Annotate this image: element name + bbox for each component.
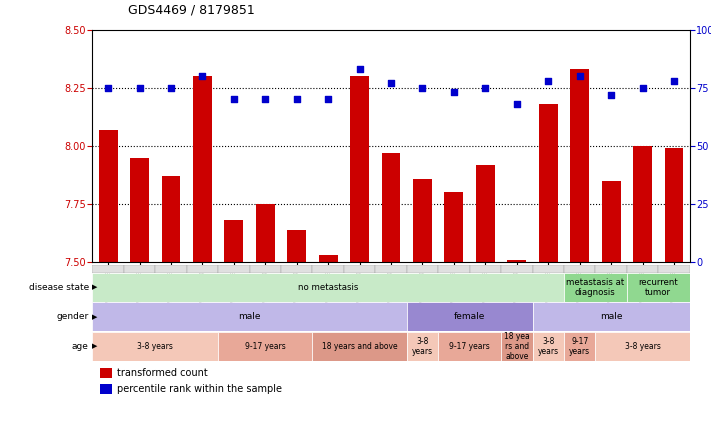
Bar [344, 265, 375, 273]
Text: 9-17 years: 9-17 years [449, 342, 490, 351]
Bar [476, 165, 495, 262]
Bar [595, 265, 627, 273]
Bar [533, 265, 564, 273]
Bar [665, 148, 683, 262]
Bar [501, 332, 533, 361]
Bar [382, 153, 400, 262]
Text: 9-17
years: 9-17 years [569, 337, 590, 356]
Text: 18 yea
rs and
above: 18 yea rs and above [504, 332, 530, 361]
Bar [570, 69, 589, 262]
Bar [533, 302, 690, 331]
Bar [312, 265, 344, 273]
Text: age: age [72, 342, 89, 351]
Text: 18 years and above: 18 years and above [322, 342, 397, 351]
Point [291, 96, 302, 103]
Bar [444, 192, 464, 262]
Bar [155, 265, 187, 273]
Bar [508, 260, 526, 262]
Bar [627, 265, 658, 273]
Bar [501, 265, 533, 273]
Bar [193, 76, 212, 262]
Bar [564, 332, 595, 361]
Text: 3-8
years: 3-8 years [412, 337, 433, 356]
Bar [218, 265, 250, 273]
Point [260, 96, 271, 103]
Point [134, 85, 145, 91]
Bar [375, 265, 407, 273]
Point [574, 73, 585, 80]
Bar [407, 332, 438, 361]
Text: percentile rank within the sample: percentile rank within the sample [117, 384, 282, 394]
Bar [124, 265, 155, 273]
Bar [319, 255, 338, 262]
Bar [92, 332, 218, 361]
Bar [281, 265, 312, 273]
Bar [250, 265, 281, 273]
Point [417, 85, 428, 91]
Text: male: male [600, 312, 622, 321]
Point [166, 85, 177, 91]
Bar [407, 265, 438, 273]
Bar [92, 302, 407, 331]
Text: ▶: ▶ [92, 343, 97, 349]
Text: 3-8 years: 3-8 years [624, 342, 661, 351]
Text: recurrent
tumor: recurrent tumor [638, 277, 678, 297]
Bar [161, 176, 181, 262]
Point [668, 77, 680, 84]
Bar [287, 230, 306, 262]
Bar [627, 273, 690, 302]
Point [323, 96, 334, 103]
Bar [633, 146, 652, 262]
Bar [351, 76, 369, 262]
Point [385, 80, 397, 86]
Bar [470, 265, 501, 273]
Text: ▶: ▶ [92, 314, 97, 320]
Bar [533, 332, 564, 361]
Bar [413, 179, 432, 262]
Point [228, 96, 240, 103]
Bar [438, 265, 470, 273]
Text: male: male [238, 312, 261, 321]
Text: 3-8 years: 3-8 years [137, 342, 173, 351]
Bar [100, 368, 112, 378]
Text: ▶: ▶ [92, 284, 97, 290]
Point [197, 73, 208, 80]
Point [605, 91, 616, 98]
Bar [602, 181, 621, 262]
Text: 9-17 years: 9-17 years [245, 342, 286, 351]
Bar [100, 384, 112, 394]
Bar [658, 265, 690, 273]
Text: 3-8
years: 3-8 years [538, 337, 559, 356]
Text: female: female [454, 312, 486, 321]
Bar [595, 332, 690, 361]
Bar [218, 332, 312, 361]
Bar [407, 302, 533, 331]
Point [102, 85, 114, 91]
Bar [312, 332, 407, 361]
Point [637, 85, 648, 91]
Point [354, 66, 365, 73]
Bar [225, 220, 243, 262]
Point [511, 101, 523, 107]
Bar [564, 265, 595, 273]
Bar [256, 204, 274, 262]
Point [480, 85, 491, 91]
Text: metastasis at
diagnosis: metastasis at diagnosis [566, 277, 624, 297]
Bar [130, 157, 149, 262]
Text: GDS4469 / 8179851: GDS4469 / 8179851 [128, 4, 255, 17]
Point [448, 89, 459, 96]
Bar [564, 273, 627, 302]
Text: gender: gender [57, 312, 89, 321]
Text: disease state: disease state [28, 283, 89, 292]
Text: no metastasis: no metastasis [298, 283, 358, 292]
Bar [92, 273, 564, 302]
Text: transformed count: transformed count [117, 368, 208, 378]
Bar [99, 129, 117, 262]
Bar [539, 104, 557, 262]
Bar [438, 332, 501, 361]
Bar [187, 265, 218, 273]
Bar [92, 265, 124, 273]
Point [542, 77, 554, 84]
